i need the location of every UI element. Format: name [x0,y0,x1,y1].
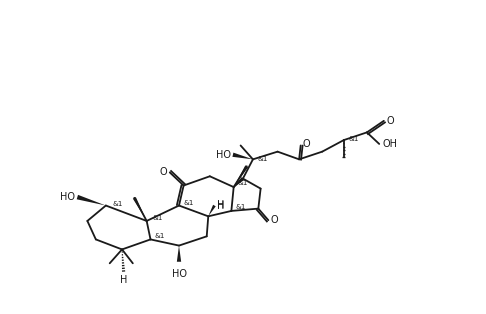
Polygon shape [232,153,253,159]
Text: HO: HO [60,192,75,202]
Text: O: O [303,139,311,149]
Polygon shape [208,205,216,216]
Text: &1: &1 [238,180,248,186]
Text: &1: &1 [348,136,359,142]
Text: &1: &1 [153,215,163,221]
Text: &1: &1 [184,200,194,206]
Polygon shape [177,246,181,262]
Text: HO: HO [216,150,230,160]
Text: HO: HO [172,269,187,279]
Polygon shape [133,197,147,221]
Text: O: O [160,167,168,177]
Text: &1: &1 [112,201,122,207]
Text: O: O [271,215,278,225]
Text: &1: &1 [258,156,268,162]
Polygon shape [77,195,106,206]
Polygon shape [234,165,248,187]
Text: H: H [120,275,127,285]
Text: H: H [217,201,224,211]
Text: &1: &1 [235,204,245,210]
Text: H: H [217,200,224,210]
Text: &1: &1 [155,233,165,239]
Text: O: O [386,116,394,126]
Polygon shape [234,177,244,187]
Text: OH: OH [382,139,397,149]
